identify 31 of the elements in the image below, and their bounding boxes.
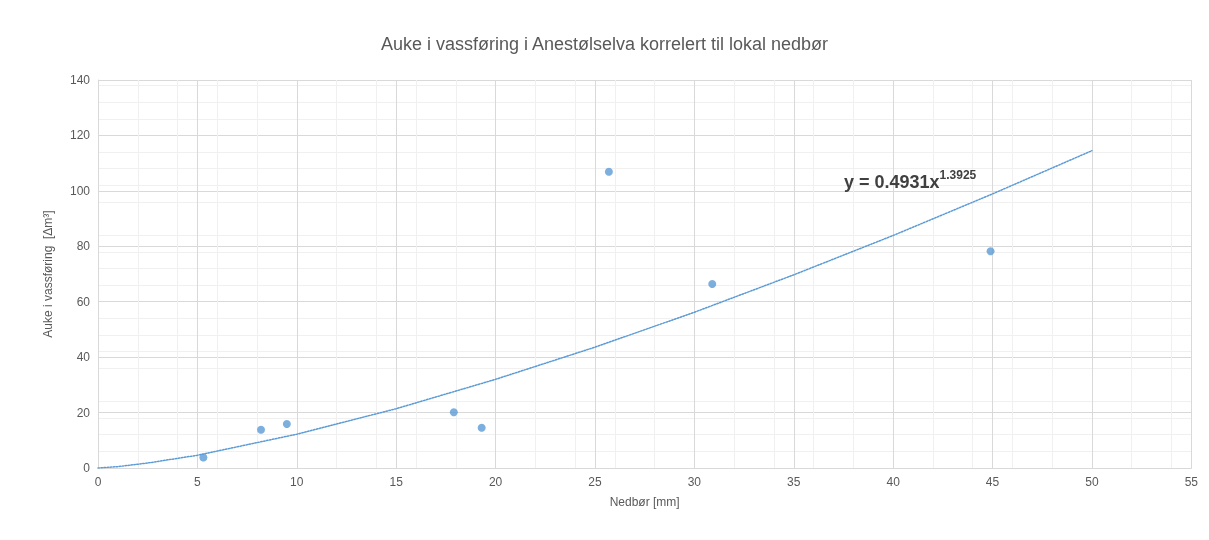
x-tick-label: 35 — [787, 475, 801, 489]
point — [986, 247, 995, 256]
chart-title: Auke i vassføring i Anestølselva korrelert til lokal nedbør — [380, 34, 829, 54]
x-tick-label: 30 — [687, 475, 702, 489]
x-tick-label: 50 — [1085, 475, 1099, 489]
x-tick-label: 0 — [94, 475, 102, 489]
x-tick-label: 55 — [1184, 475, 1199, 489]
point — [257, 425, 266, 434]
x-tick-label: 25 — [588, 475, 602, 489]
point — [282, 419, 291, 428]
point — [604, 167, 613, 176]
y-axis-title: Auke i vassføring [Δm³] — [41, 210, 55, 338]
x-tick-label: 15 — [389, 475, 404, 489]
point — [477, 423, 486, 432]
x-tick-label: 10 — [290, 475, 304, 489]
point — [708, 279, 717, 288]
y-tick-label: 120 — [69, 128, 91, 143]
y-tick-label: 60 — [76, 294, 91, 309]
x-tick-label: 40 — [886, 475, 901, 489]
y-tick-label: 140 — [69, 73, 91, 87]
y-tick-label: 40 — [76, 350, 91, 365]
y-tick-label: 0 — [83, 461, 91, 475]
y-tick-label: 80 — [76, 239, 91, 254]
x-tick-label: 20 — [488, 475, 503, 489]
x-axis-title: Nedbør [mm] — [609, 495, 680, 509]
y-tick-label: 20 — [76, 405, 91, 420]
x-tick-label: 45 — [985, 475, 1000, 489]
line-series — [97, 149, 1093, 469]
y-tick-label: 100 — [69, 183, 91, 198]
x-tick-label: 5 — [194, 475, 202, 489]
point — [449, 408, 458, 417]
